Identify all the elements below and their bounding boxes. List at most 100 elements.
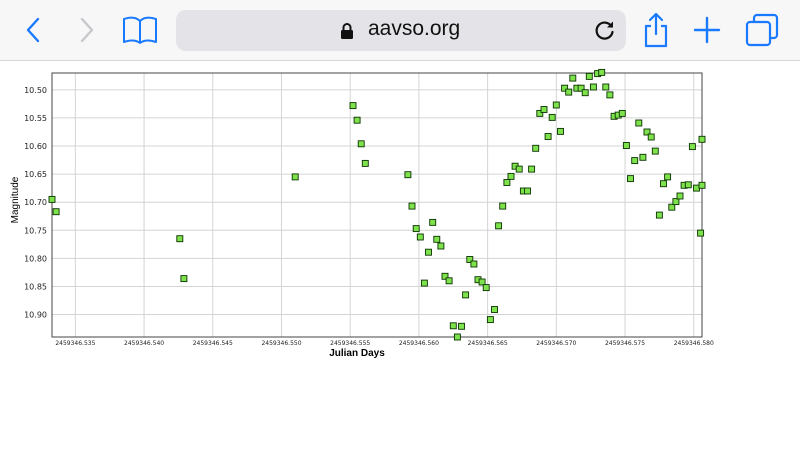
data-point [470,260,478,268]
data-point [697,229,705,237]
x-tick-label: 2459346.545 [193,340,233,347]
y-tick-label: 10.65 [24,170,47,179]
data-point [429,218,437,226]
data-point [540,106,548,113]
data-point [698,181,706,189]
data-point [684,181,692,189]
data-point [433,235,441,243]
x-axis-ticks: 2459346.535 2459346.540 2459346.545 2459346… [55,340,714,347]
data-point [655,211,663,219]
data-point [532,144,540,152]
plot-frame [51,72,703,338]
y-axis-ticks: 10.50 10.55 10.60 10.65 10.70 10.75 10.80 10.85… [24,86,47,320]
y-tick-label: 10.85 [24,282,47,291]
data-point [552,101,560,109]
data-point [507,172,515,180]
data-point [412,225,420,233]
y-tick-label: 10.90 [24,311,47,320]
data-point [627,175,634,183]
data-point [420,279,428,287]
x-tick-label: 2459346.540 [124,340,164,347]
data-point [445,277,453,285]
y-tick-label: 10.70 [24,198,47,207]
data-point [618,109,626,117]
data-point [404,171,412,179]
data-point [180,275,188,283]
data-point [528,165,536,173]
data-point [478,278,486,286]
x-tick-label: 2459346.535 [55,340,95,347]
data-point [651,147,659,155]
y-tick-label: 10.55 [24,114,47,123]
data-point [349,102,357,110]
data-point [357,140,365,148]
back-button[interactable] [18,8,48,52]
data-point [585,72,593,80]
data-point [48,195,56,203]
data-point [52,208,60,216]
data-point [495,222,503,230]
data-point [408,202,416,210]
lock-icon [341,23,353,39]
y-tick-label: 10.60 [24,142,47,151]
x-tick-label: 2459346.550 [261,340,301,347]
data-point [515,165,523,173]
data-point [698,135,706,143]
y-tick-label: 10.80 [24,254,47,263]
new-tab-button[interactable] [690,8,724,52]
forward-chevron-icon [80,17,94,43]
x-axis-label: Julian Days [329,348,385,359]
browser-toolbar: aavso.org [0,0,800,61]
data-point [491,306,498,313]
y-axis-label: Magnitude [10,176,21,223]
data-point [589,83,597,91]
data-point [569,74,577,82]
data-point [565,88,573,96]
data-point [353,116,361,124]
data-point [416,233,424,241]
data-point [544,133,552,140]
data-point [622,142,630,149]
y-tick-label: 10.75 [24,226,47,235]
data-point [643,128,651,136]
reload-icon[interactable] [594,19,616,41]
light-curve-chart: 10.50 10.55 10.60 10.65 10.70 10.75 10.80 10.85… [0,60,800,370]
data-point [437,242,445,250]
data-point [462,291,470,299]
data-point [577,84,585,92]
y-tick-label: 10.50 [24,86,47,95]
data-point [664,173,672,181]
x-tick-label: 2459346.575 [605,340,645,347]
bookmarks-button[interactable] [120,8,160,52]
data-point [548,113,556,121]
data-point [602,83,610,91]
data-point [361,159,369,167]
data-point [453,333,461,341]
data-point [635,119,643,127]
plus-icon [693,16,721,44]
share-button[interactable] [640,8,672,52]
data-point [647,133,655,141]
data-point [676,192,684,200]
forward-button[interactable] [72,8,102,52]
data-point [524,187,531,195]
data-point [503,179,511,186]
data-point [441,272,449,280]
x-tick-label: 2459346.570 [536,340,576,347]
tabs-icon [745,13,779,47]
tabs-button[interactable] [742,8,782,52]
chart-svg: 10.50 10.55 10.60 10.65 10.70 10.75 10.80 10.85… [10,68,714,359]
chart-grid [52,73,702,337]
data-point [688,143,696,151]
data-point [482,284,490,292]
x-tick-label: 2459346.565 [468,340,508,347]
data-point [536,109,544,117]
book-icon [123,16,157,44]
data-point [672,198,680,206]
address-bar[interactable]: aavso.org [176,10,626,51]
data-point [598,68,606,76]
data-points [48,68,706,341]
data-point [291,173,299,181]
data-point [660,180,667,188]
data-point [606,91,614,99]
